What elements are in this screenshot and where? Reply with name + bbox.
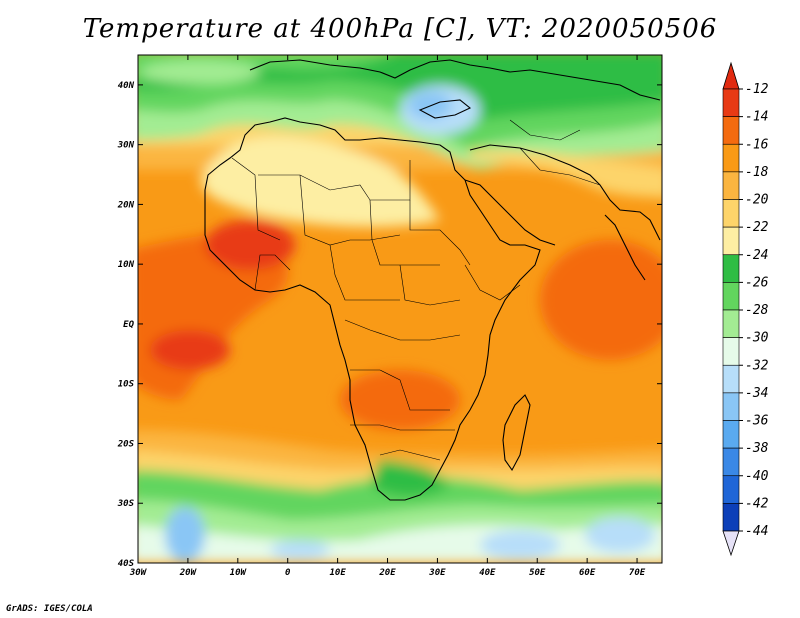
lat-tick-label: 40N [118, 81, 135, 91]
colorbar-label: -16 [745, 137, 769, 152]
lat-tick-label: 10N [118, 260, 135, 270]
longitude-axis: 30W 20W 10W 0 10E 20E 30E 40E 50E 60E 70E [129, 55, 646, 578]
colorbar-label: -40 [745, 469, 769, 484]
colorbar-segment [722, 447, 740, 477]
colorbar-segment [722, 88, 740, 117]
colorbar-label: -28 [745, 303, 769, 318]
colorbar-top-arrow [722, 61, 740, 90]
coastlines [204, 59, 661, 501]
colorbar-label: -32 [745, 358, 769, 373]
lat-tick-label: 20N [117, 200, 135, 210]
grads-credit: GrADS: IGES/COLA [6, 604, 93, 614]
lon-tick-label: 20E [378, 568, 396, 578]
colorbar-label: -18 [745, 165, 769, 180]
lon-tick-label: 10W [230, 568, 248, 578]
colorbar-label: -14 [745, 110, 768, 125]
colorbar-label: -42 [745, 496, 769, 511]
colorbar-segment [722, 143, 740, 173]
colorbar-label: -34 [745, 386, 768, 401]
plot-frame [137, 54, 663, 564]
lon-tick-label: 0 [285, 568, 291, 578]
lat-tick-label: 30S [117, 499, 135, 509]
lon-tick-label: 30W [129, 568, 148, 578]
temperature-field [138, 55, 662, 563]
colorbar-segment [722, 503, 740, 532]
colorbar-label: -38 [745, 441, 769, 456]
colorbar-label: -24 [745, 248, 768, 263]
lon-tick-label: 70E [629, 568, 646, 578]
lat-tick-label: 10S [118, 380, 135, 390]
lon-tick-label: 20W [179, 568, 198, 578]
colorbar-segment [722, 337, 740, 366]
lon-tick-label: 40E [479, 568, 496, 578]
colorbar-segment [722, 116, 740, 145]
colorbar-label: -22 [745, 220, 769, 235]
colorbar-segment [722, 364, 740, 394]
colorbar-label: -44 [745, 524, 768, 539]
colorbar-segment [722, 475, 740, 504]
colorbar-label: -20 [745, 193, 769, 208]
lat-tick-label: 20S [117, 439, 135, 449]
lat-tick-label: 30N [117, 141, 135, 151]
colorbar: -12 -14 -16 -18 -20 -22 -24 -26 -28 -30 -32 -34 -36 -… [722, 61, 769, 557]
colorbar-segment [722, 282, 740, 311]
colorbar-label: -30 [745, 331, 769, 346]
colorbar-segment [722, 171, 740, 200]
colorbar-label: -36 [745, 414, 769, 429]
colorbar-segment [722, 254, 740, 283]
colorbar-segment [722, 420, 740, 449]
colorbar-segment [722, 392, 740, 421]
lat-tick-label: 40S [118, 559, 135, 569]
lat-tick-label: EQ [123, 320, 134, 330]
latitude-axis: 40N 30N 20N 10N EQ 10S 20S 30S 40S [117, 81, 662, 569]
colorbar-label: -26 [745, 275, 769, 290]
colorbar-segment [722, 309, 740, 338]
lon-tick-label: 60E [579, 568, 596, 578]
lon-tick-label: 30E [428, 568, 446, 578]
lon-tick-label: 50E [529, 568, 546, 578]
map-title: Temperature at 400hPa [C], VT: 202005050… [82, 14, 718, 44]
colorbar-segment [722, 199, 740, 228]
colorbar-label: -12 [745, 82, 769, 97]
colorbar-bottom-arrow [722, 530, 740, 557]
lon-tick-label: 10E [329, 568, 346, 578]
colorbar-segment [722, 226, 740, 256]
country-borders [231, 119, 601, 461]
